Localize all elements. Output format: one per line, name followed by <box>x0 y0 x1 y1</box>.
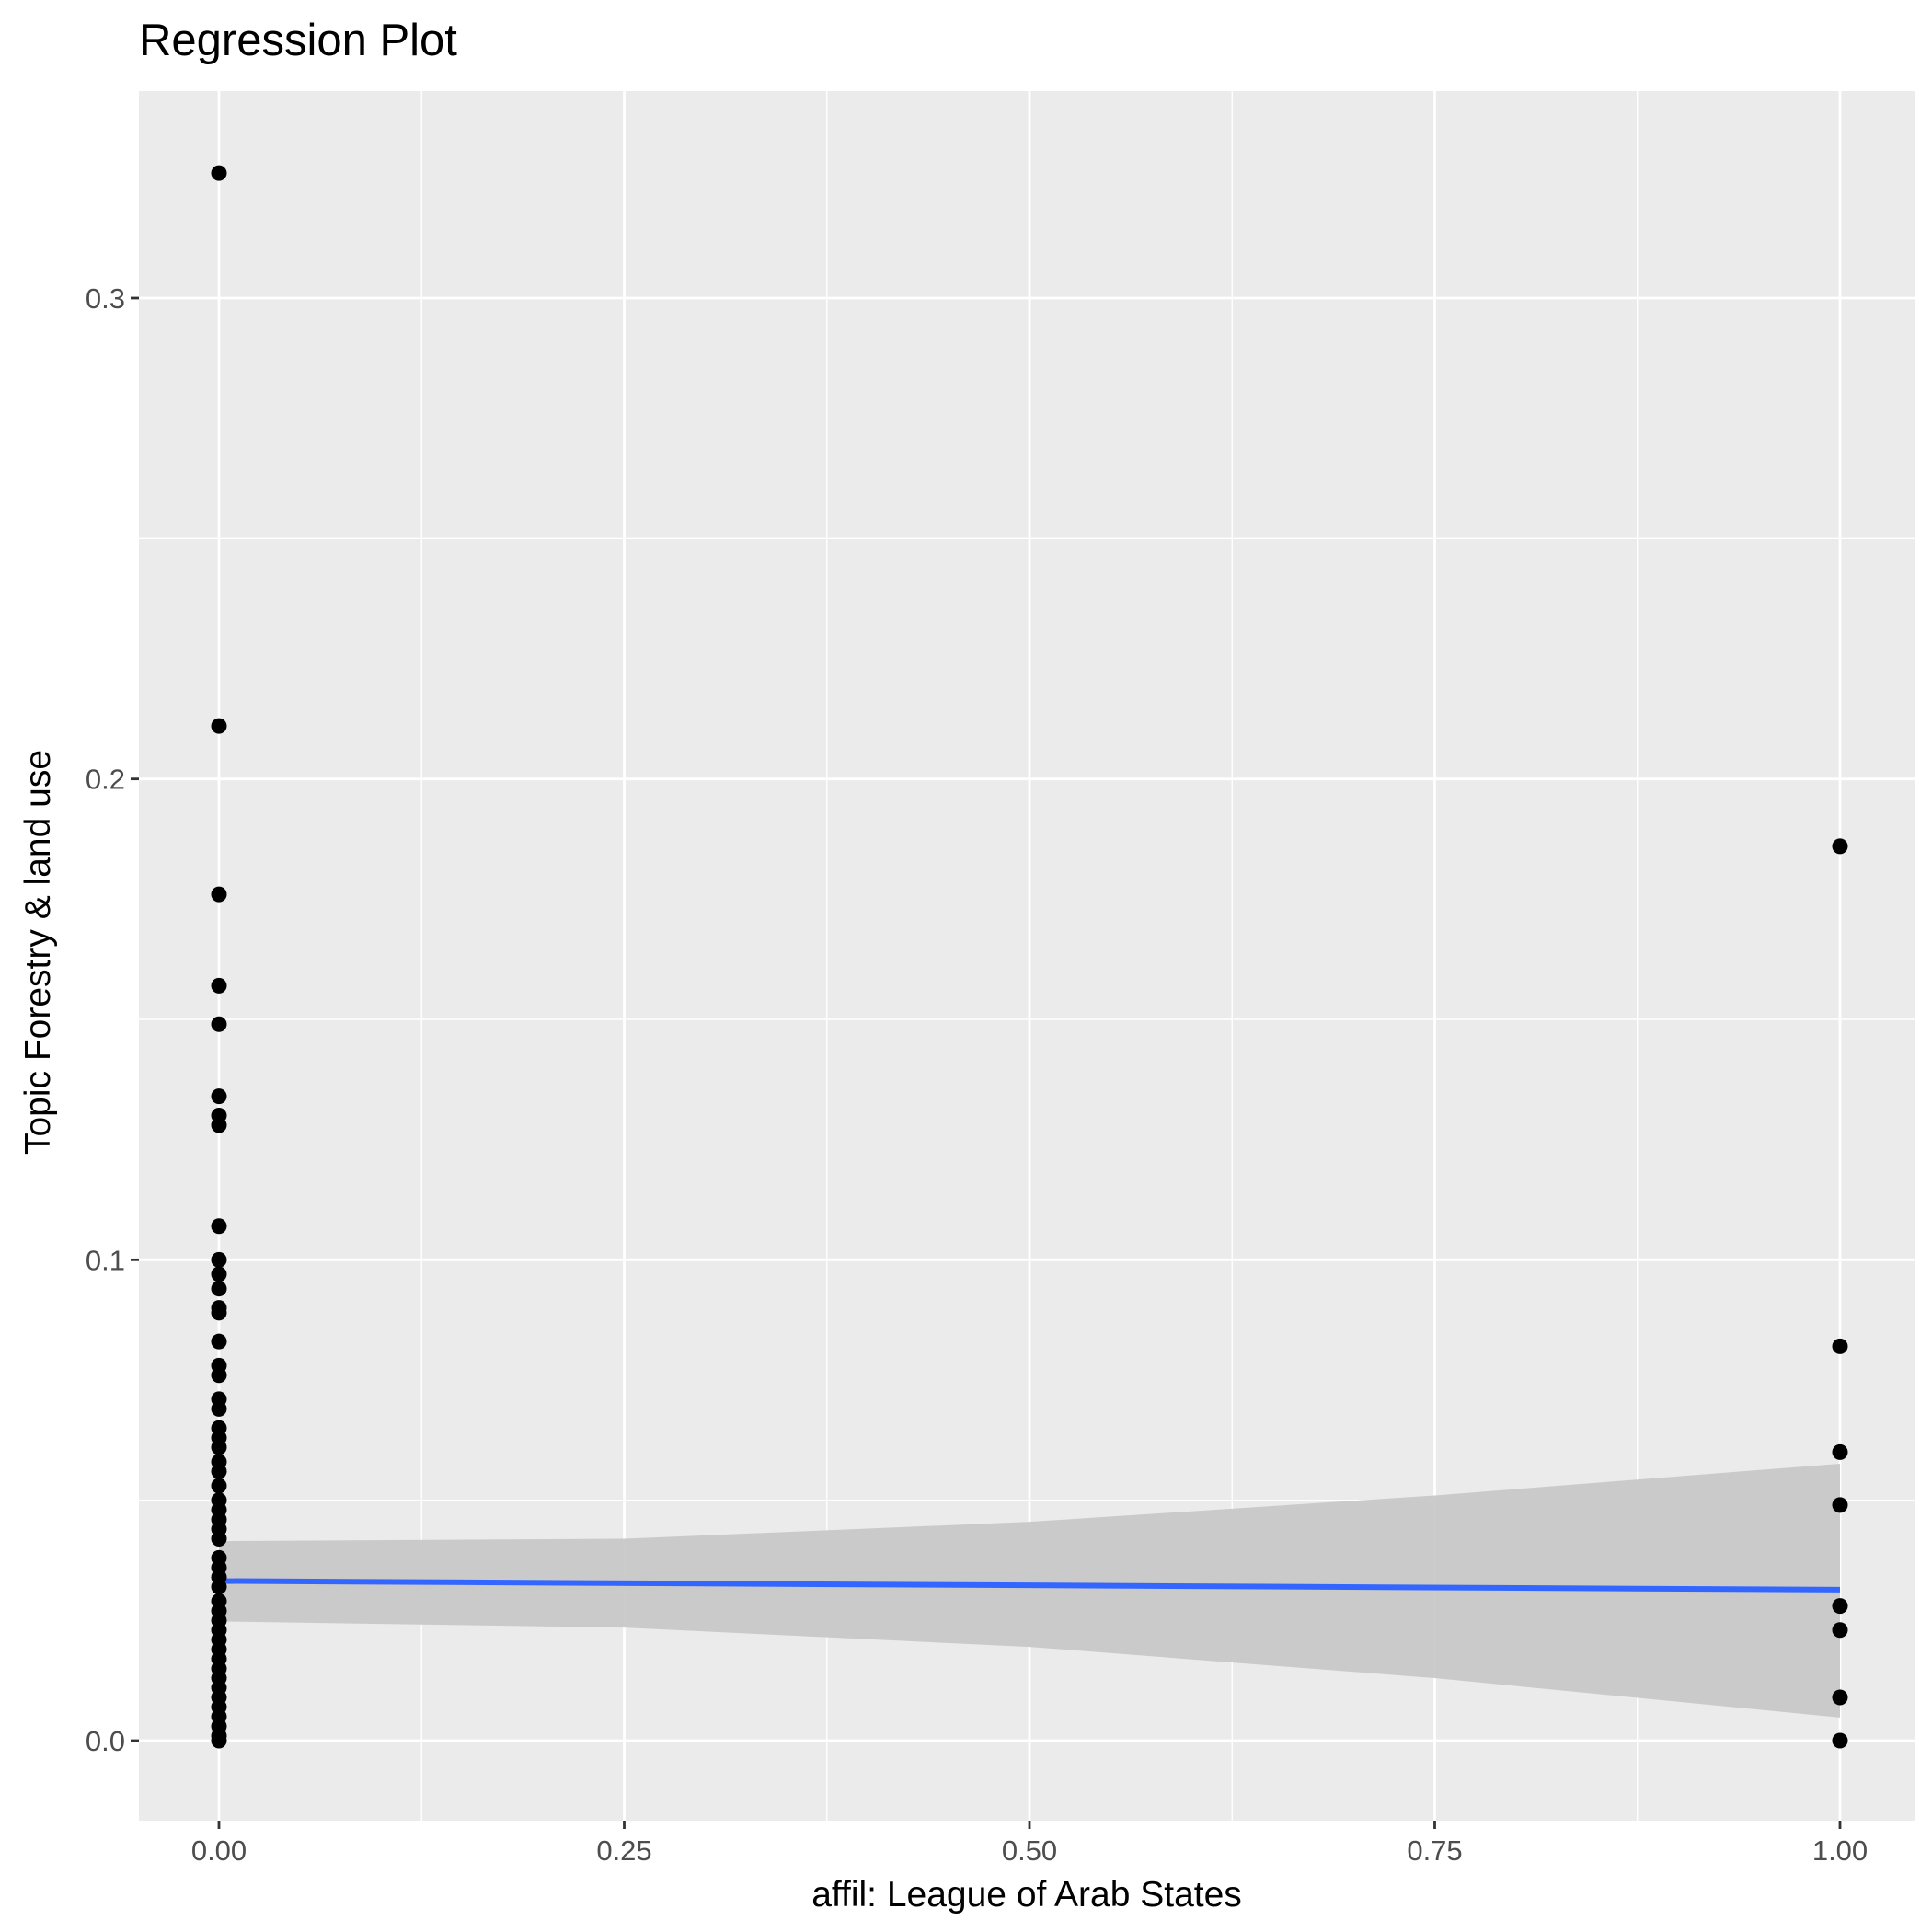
data-point <box>211 1463 227 1479</box>
data-point <box>211 1333 227 1350</box>
data-point <box>211 1305 227 1321</box>
minor-gridlines <box>139 91 1915 1821</box>
data-point <box>1832 1338 1848 1354</box>
x-tick-label: 0.50 <box>1002 1834 1057 1867</box>
y-axis-ticks: 0.0 0.1 0.2 0.3 <box>86 282 139 1757</box>
data-point <box>1832 1598 1848 1615</box>
data-point <box>211 1016 227 1032</box>
data-point <box>211 886 227 903</box>
confidence-band <box>219 1463 1840 1718</box>
data-point <box>211 1478 227 1494</box>
confidence-band-layer <box>219 1463 1840 1718</box>
regression-line <box>218 1578 1841 1593</box>
data-point <box>211 1579 227 1595</box>
data-point <box>1832 1622 1848 1639</box>
data-point <box>211 165 227 181</box>
data-point <box>211 1266 227 1282</box>
data-point <box>211 1732 227 1749</box>
data-point <box>1832 838 1848 855</box>
data-point <box>211 1530 227 1547</box>
y-tick-label: 0.0 <box>86 1725 125 1757</box>
data-point <box>211 1367 227 1384</box>
data-point <box>211 1439 227 1455</box>
data-point <box>1832 1689 1848 1706</box>
x-tick-label: 0.25 <box>596 1834 651 1867</box>
data-point <box>1832 1497 1848 1513</box>
x-tick-label: 0.75 <box>1407 1834 1462 1867</box>
y-tick-label: 0.1 <box>86 1244 125 1276</box>
x-axis-title: affil: League of Arab States <box>811 1875 1242 1915</box>
data-point <box>211 1218 227 1235</box>
data-point <box>1832 1732 1848 1749</box>
data-point <box>211 1400 227 1417</box>
chart-title: Regression Plot <box>139 16 457 65</box>
data-point <box>211 1281 227 1297</box>
data-point <box>211 1251 227 1268</box>
data-point <box>1832 1443 1848 1460</box>
y-tick-label: 0.2 <box>86 764 125 796</box>
regression-line-layer <box>218 1578 1841 1593</box>
y-tick-label: 0.3 <box>86 282 125 315</box>
data-point <box>211 718 227 734</box>
y-axis-title: Topic Forestry & land use <box>18 750 58 1155</box>
x-tick-label: 1.00 <box>1812 1834 1868 1867</box>
data-point <box>211 1088 227 1105</box>
data-point <box>211 1117 227 1133</box>
data-points-layer <box>211 165 1848 1749</box>
x-tick-label: 0.00 <box>191 1834 247 1867</box>
data-point <box>211 977 227 994</box>
x-axis-ticks: 0.00 0.25 0.50 0.75 1.00 <box>191 1821 1868 1867</box>
